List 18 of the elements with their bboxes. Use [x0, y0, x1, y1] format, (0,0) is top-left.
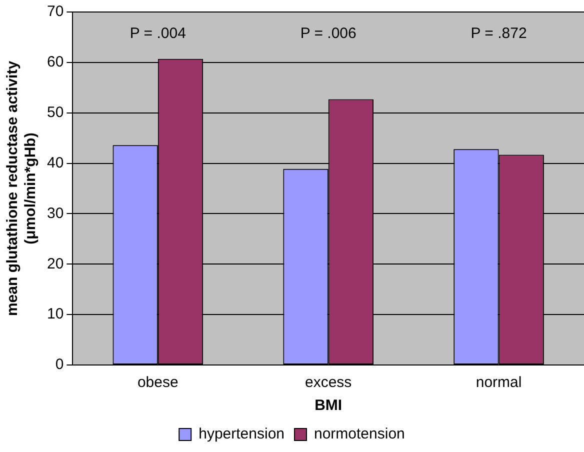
- y-tick-label: 10: [46, 306, 64, 323]
- annotation: P = .006: [300, 25, 356, 42]
- legend-label: normotension: [314, 426, 405, 443]
- annotation: P = .004: [130, 25, 186, 42]
- x-tick-label: excess: [305, 374, 352, 392]
- y-tick-label: 50: [46, 104, 64, 121]
- y-tick-label: 20: [46, 255, 64, 272]
- legend-label: hypertension: [198, 426, 285, 443]
- y-tick-label: 0: [55, 356, 64, 374]
- x-tick-label: normal: [476, 374, 522, 392]
- y-tick-label: 30: [46, 204, 64, 222]
- y-tick-label: 60: [46, 54, 64, 71]
- annotation: P = .872: [470, 25, 527, 42]
- y-tick-label: 40: [46, 154, 64, 172]
- x-tick-label: obese: [137, 374, 178, 392]
- y-axis-title: mean glutathione reductase activity (μmol/min*gHb): [4, 60, 40, 316]
- y-tick-label: 70: [46, 3, 64, 20]
- x-axis-title: BMI: [314, 397, 342, 414]
